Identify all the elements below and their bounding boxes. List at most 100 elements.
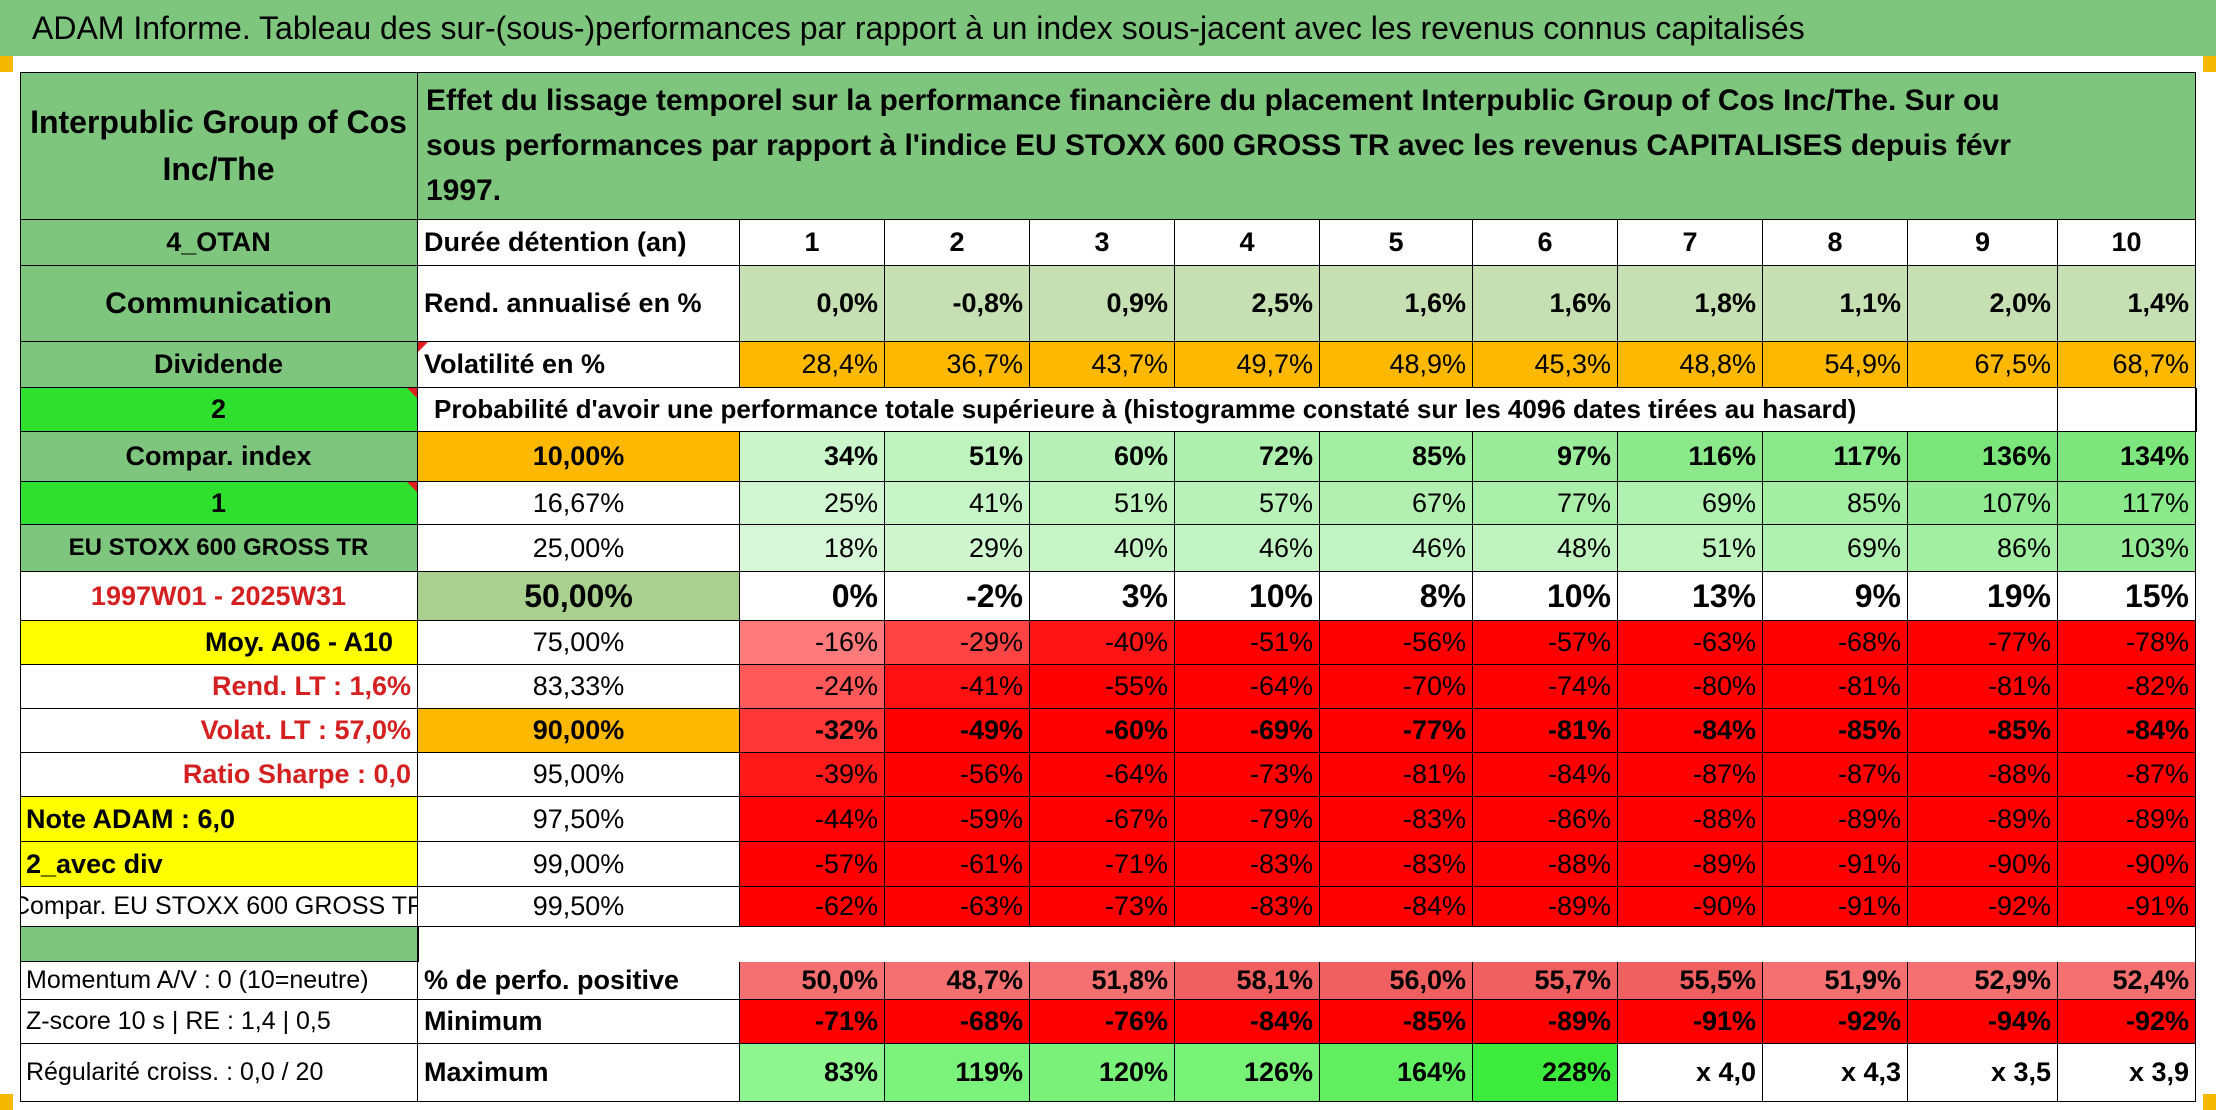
max-value: 126%	[1175, 1044, 1320, 1102]
vol-value: 67,5%	[1908, 342, 2058, 388]
percentile-value: -57%	[740, 842, 885, 887]
percentile-value: 46%	[1175, 525, 1320, 572]
dividend-label: Dividende	[20, 342, 418, 388]
percentile-value: -91%	[2058, 887, 2196, 927]
percentile-value: -29%	[885, 621, 1030, 665]
percentile-value: -88%	[1473, 842, 1618, 887]
percentile-value: -74%	[1473, 665, 1618, 709]
compar-index-value: 1	[20, 482, 418, 525]
percentile-value: 15%	[2058, 572, 2196, 621]
percentile-value: -63%	[1618, 621, 1763, 665]
min-value: -85%	[1320, 1000, 1473, 1044]
percentile-value: 77%	[1473, 482, 1618, 525]
percentile-value: -91%	[1763, 887, 1908, 927]
percentile-value: 57%	[1175, 482, 1320, 525]
proba-label: Probabilité d'avoir une performance tota…	[418, 388, 2058, 432]
percentile-value: 51%	[885, 432, 1030, 482]
percentile-value: 136%	[1908, 432, 2058, 482]
percentile-value: -80%	[1618, 665, 1763, 709]
percentile-label: 83,33%	[418, 665, 740, 709]
min-value: -76%	[1030, 1000, 1175, 1044]
min-value: -92%	[1763, 1000, 1908, 1044]
min-value: -91%	[1618, 1000, 1763, 1044]
percentile-value: -2%	[885, 572, 1030, 621]
volat-lt: Volat. LT : 57,0%	[20, 709, 418, 753]
vol-value: 48,8%	[1618, 342, 1763, 388]
duree-label: Durée détention (an)	[418, 220, 740, 266]
min-value: -71%	[740, 1000, 885, 1044]
max-value: 119%	[885, 1044, 1030, 1102]
min-value: -68%	[885, 1000, 1030, 1044]
max-value: 228%	[1473, 1044, 1618, 1102]
vol-value: 36,7%	[885, 342, 1030, 388]
percentile-value: -88%	[1908, 753, 2058, 797]
pct-pos-label: % de perfo. positive	[418, 962, 740, 1000]
percentile-value: -79%	[1175, 797, 1320, 842]
percentile-value: 134%	[2058, 432, 2196, 482]
percentile-value: -89%	[1473, 887, 1618, 927]
pct-pos-value: 48,7%	[885, 962, 1030, 1000]
min-value: -89%	[1473, 1000, 1618, 1044]
pct-pos-value: 51,9%	[1763, 962, 1908, 1000]
percentile-label: 95,00%	[418, 753, 740, 797]
corner-marker-top-left	[0, 56, 13, 72]
percentile-value: -89%	[1618, 842, 1763, 887]
vol-value: 43,7%	[1030, 342, 1175, 388]
note-adam: Note ADAM : 6,0	[20, 797, 418, 842]
max-value: x 3,9	[2058, 1044, 2196, 1102]
min-value: -94%	[1908, 1000, 2058, 1044]
percentile-value: -87%	[1618, 753, 1763, 797]
max-value: 83%	[740, 1044, 885, 1102]
pct-pos-value: 52,4%	[2058, 962, 2196, 1000]
percentile-value: -68%	[1763, 621, 1908, 665]
min-value: -84%	[1175, 1000, 1320, 1044]
percentile-value: 46%	[1320, 525, 1473, 572]
percentile-value: 86%	[1908, 525, 2058, 572]
percentile-value: -84%	[2058, 709, 2196, 753]
percentile-value: -84%	[1618, 709, 1763, 753]
rend-value: 1,4%	[2058, 266, 2196, 342]
pct-pos-value: 56,0%	[1320, 962, 1473, 1000]
percentile-value: 48%	[1473, 525, 1618, 572]
percentile-value: -87%	[1763, 753, 1908, 797]
percentile-value: 25%	[740, 482, 885, 525]
year-header: 9	[1908, 220, 2058, 266]
percentile-value: 103%	[2058, 525, 2196, 572]
pct-pos-value: 55,7%	[1473, 962, 1618, 1000]
percentile-value: -85%	[1908, 709, 2058, 753]
max-value: 164%	[1320, 1044, 1473, 1102]
year-header: 2	[885, 220, 1030, 266]
percentile-value: -67%	[1030, 797, 1175, 842]
year-header: 10	[2058, 220, 2196, 266]
momentum: Momentum A/V : 0 (10=neutre)	[20, 962, 418, 1000]
max-label: Maximum	[418, 1044, 740, 1102]
percentile-value: -83%	[1320, 842, 1473, 887]
vol-value: 68,7%	[2058, 342, 2196, 388]
percentile-value: -84%	[1473, 753, 1618, 797]
vol-value: 49,7%	[1175, 342, 1320, 388]
percentile-value: -73%	[1030, 887, 1175, 927]
percentile-value: -78%	[2058, 621, 2196, 665]
avec-div: 2_avec div	[20, 842, 418, 887]
pct-pos-value: 50,0%	[740, 962, 885, 1000]
percentile-value: 10%	[1175, 572, 1320, 621]
year-header: 5	[1320, 220, 1473, 266]
corner-marker-top-right	[2203, 56, 2216, 72]
rend-value: 1,8%	[1618, 266, 1763, 342]
percentile-value: -64%	[1030, 753, 1175, 797]
company-code: 4_OTAN	[20, 220, 418, 266]
ratio-sharpe: Ratio Sharpe : 0,0	[20, 753, 418, 797]
rend-value: 2,0%	[1908, 266, 2058, 342]
percentile-value: -57%	[1473, 621, 1618, 665]
compar-index-label: Compar. index	[20, 432, 418, 482]
vol-value: 28,4%	[740, 342, 885, 388]
percentile-value: 13%	[1618, 572, 1763, 621]
percentile-value: -91%	[1763, 842, 1908, 887]
rend-value: 0,9%	[1030, 266, 1175, 342]
percentile-value: -81%	[1908, 665, 2058, 709]
percentile-value: -92%	[1908, 887, 2058, 927]
company-name: Interpublic Group of Cos Inc/The	[20, 72, 418, 220]
year-header: 7	[1618, 220, 1763, 266]
percentile-value: 69%	[1618, 482, 1763, 525]
spacer-green	[20, 927, 418, 962]
